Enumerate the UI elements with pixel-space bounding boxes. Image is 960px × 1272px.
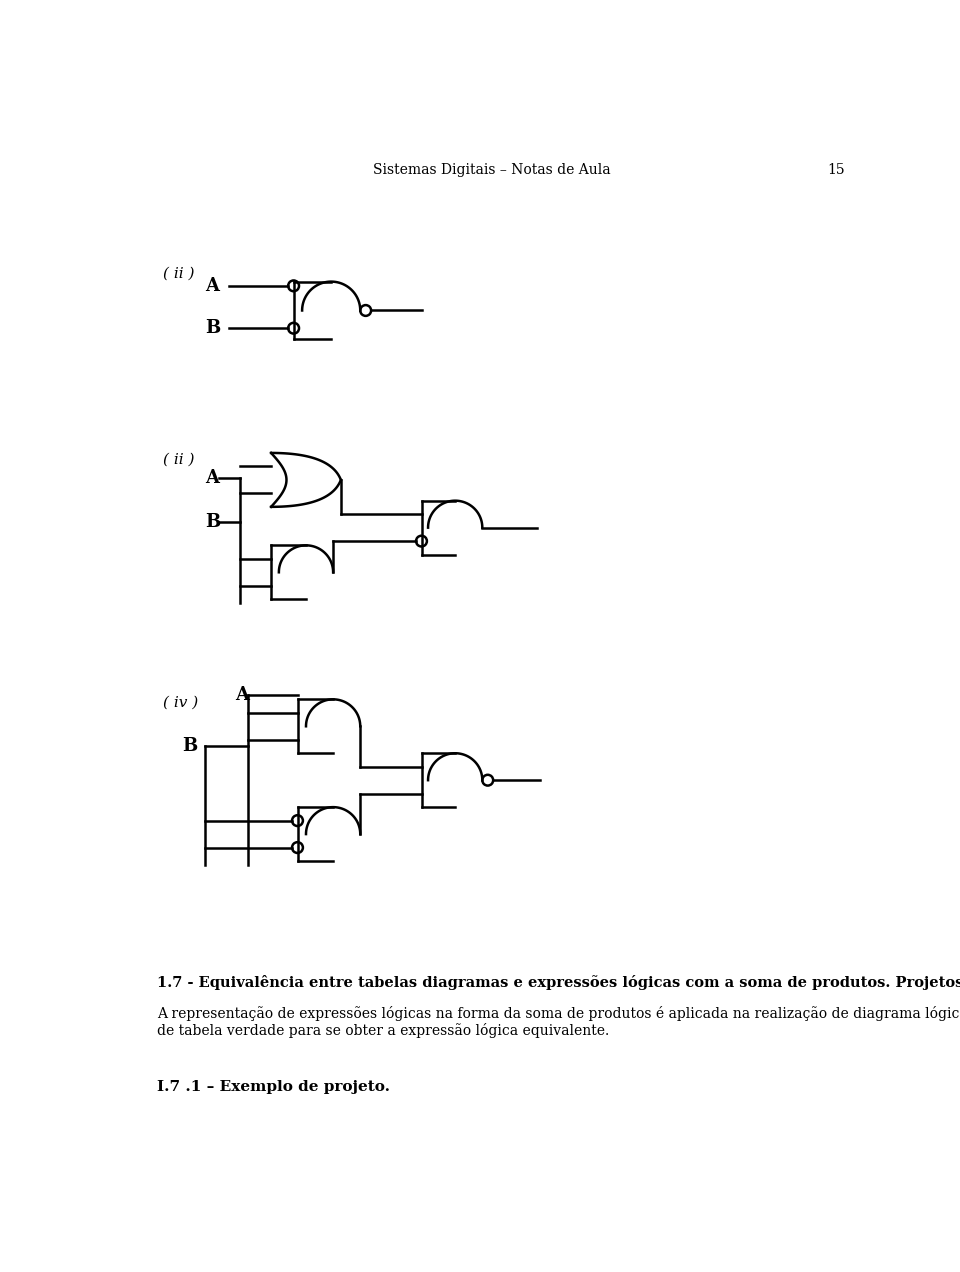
Text: I.7 .1 – Exemplo de projeto.: I.7 .1 – Exemplo de projeto. bbox=[157, 1080, 390, 1094]
Text: B: B bbox=[182, 736, 197, 754]
Text: A: A bbox=[205, 468, 219, 487]
Text: ( ii ): ( ii ) bbox=[162, 453, 194, 467]
Text: ( iv ): ( iv ) bbox=[162, 696, 198, 710]
Text: B: B bbox=[205, 513, 221, 532]
Text: ( ii ): ( ii ) bbox=[162, 267, 194, 281]
Text: 15: 15 bbox=[827, 163, 845, 177]
Text: Sistemas Digitais – Notas de Aula: Sistemas Digitais – Notas de Aula bbox=[373, 163, 611, 177]
Text: A: A bbox=[234, 687, 249, 705]
Text: B: B bbox=[205, 319, 221, 337]
Text: A: A bbox=[205, 277, 219, 295]
Text: 1.7 - Equivalência entre tabelas diagramas e expressões lógicas com a soma de pr: 1.7 - Equivalência entre tabelas diagram… bbox=[157, 976, 960, 990]
Text: de tabela verdade para se obter a expressão lógica equivalente.: de tabela verdade para se obter a expres… bbox=[157, 1023, 610, 1038]
Text: A representação de expressões lógicas na forma da soma de produtos é aplicada na: A representação de expressões lógicas na… bbox=[157, 1006, 960, 1021]
